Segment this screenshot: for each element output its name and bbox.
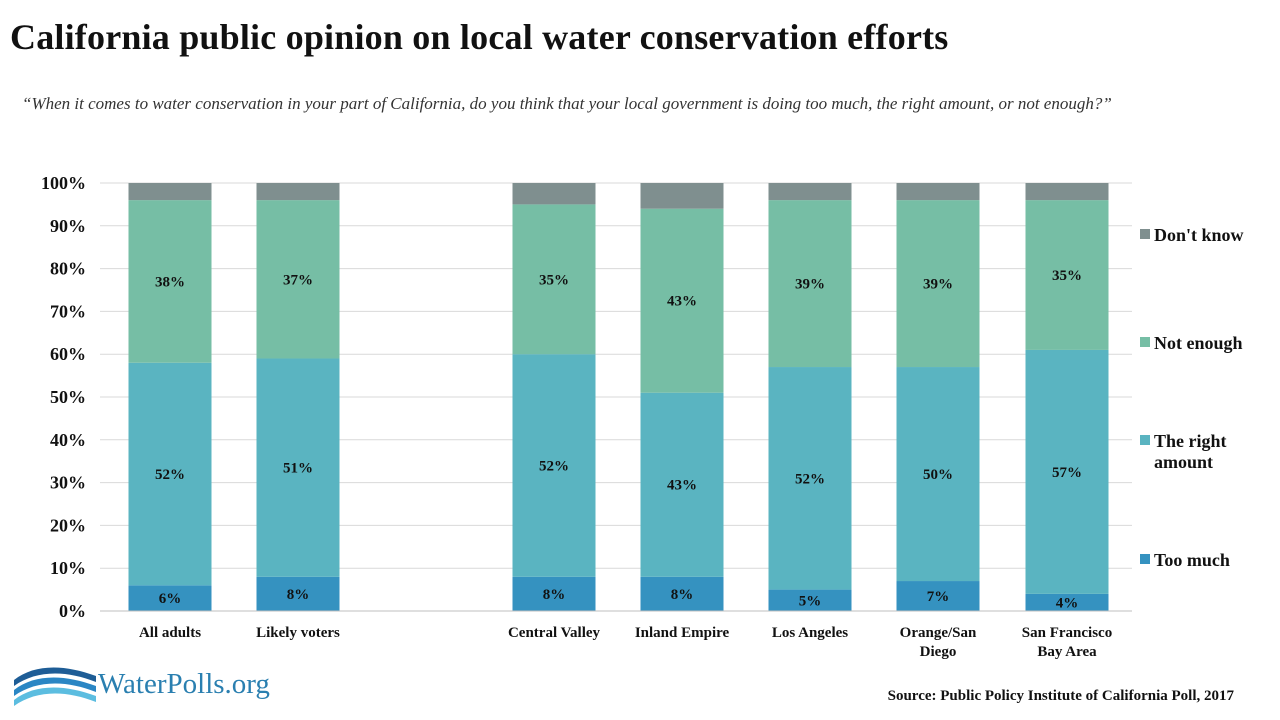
y-tick-label: 70% <box>50 301 86 321</box>
bar-segment <box>256 183 340 201</box>
legend-label: amount <box>1154 452 1213 472</box>
legend-swatch <box>1140 229 1150 239</box>
bar-segment <box>896 200 980 368</box>
x-tick-label: All adults <box>139 625 201 641</box>
data-label: 35% <box>539 272 569 288</box>
legend-swatch <box>1140 554 1150 564</box>
chart-subtitle: “When it comes to water conservation in … <box>22 94 1112 113</box>
data-label: 7% <box>927 589 950 605</box>
logo-text: WaterPolls.org <box>98 668 270 700</box>
legend-swatch <box>1140 337 1150 347</box>
bar-segment <box>512 354 596 577</box>
data-label: 52% <box>795 471 825 487</box>
y-tick-label: 20% <box>50 515 86 535</box>
bar-segment <box>1025 183 1109 201</box>
data-label: 50% <box>923 467 953 483</box>
legend-label: The right <box>1154 431 1227 451</box>
legend-label: Too much <box>1154 550 1230 570</box>
legend-label: Not enough <box>1154 333 1243 353</box>
legend-label: Don't know <box>1154 225 1244 245</box>
x-tick-label: Bay Area <box>1037 644 1097 660</box>
bar-segment <box>256 576 340 611</box>
bar-segment <box>128 362 212 586</box>
data-label: 8% <box>287 587 310 603</box>
data-label: 8% <box>671 587 694 603</box>
bar-segment <box>128 183 212 201</box>
bar-segment <box>512 183 596 205</box>
x-tick-label: Diego <box>920 644 957 660</box>
legend-swatch <box>1140 435 1150 445</box>
data-label: 57% <box>1052 465 1082 481</box>
x-tick-label: Inland Empire <box>635 625 730 641</box>
bar-segment <box>256 358 340 577</box>
data-label: 43% <box>667 294 697 310</box>
data-label: 37% <box>283 272 313 288</box>
bar-segment <box>896 367 980 582</box>
y-tick-label: 90% <box>50 216 86 236</box>
y-tick-label: 50% <box>50 387 86 407</box>
x-tick-label: San Francisco <box>1022 625 1112 641</box>
data-label: 8% <box>543 587 566 603</box>
x-tick-label: Orange/San <box>900 625 977 641</box>
data-label: 51% <box>283 461 313 477</box>
data-label: 52% <box>539 458 569 474</box>
data-label: 38% <box>155 274 185 290</box>
bar-segment <box>640 392 724 577</box>
bar-segment <box>768 200 852 368</box>
bar-segment <box>896 183 980 201</box>
bar-segment <box>896 581 980 611</box>
bar-segment <box>1025 349 1109 594</box>
bar-segment <box>768 589 852 611</box>
bar-segment <box>1025 593 1109 611</box>
bar-segment <box>512 576 596 611</box>
bar-segment <box>640 208 724 393</box>
source-note: Source: Public Policy Institute of Calif… <box>887 688 1234 704</box>
y-tick-label: 80% <box>50 259 86 279</box>
waterpolls-logo-icon <box>14 667 96 706</box>
data-label: 35% <box>1052 268 1082 284</box>
bar-segment <box>512 204 596 355</box>
x-tick-label: Central Valley <box>508 625 601 641</box>
data-label: 43% <box>667 478 697 494</box>
data-label: 39% <box>795 277 825 293</box>
y-tick-label: 30% <box>50 473 86 493</box>
chart-title: California public opinion on local water… <box>10 17 949 57</box>
y-tick-label: 60% <box>50 344 86 364</box>
y-tick-label: 100% <box>41 173 86 193</box>
y-tick-label: 10% <box>50 558 86 578</box>
bar-segment <box>768 183 852 201</box>
data-label: 4% <box>1056 595 1079 611</box>
bar-segment <box>768 367 852 590</box>
y-tick-label: 0% <box>59 601 86 621</box>
bar-segment <box>640 183 724 209</box>
x-tick-label: Likely voters <box>256 625 340 641</box>
data-label: 39% <box>923 277 953 293</box>
x-tick-label: Los Angeles <box>772 625 848 641</box>
data-label: 52% <box>155 467 185 483</box>
bar-segment <box>128 585 212 611</box>
data-label: 5% <box>799 593 822 609</box>
bar-segment <box>128 200 212 363</box>
bar-segment <box>640 576 724 611</box>
bar-segment <box>256 200 340 359</box>
data-label: 6% <box>159 591 182 607</box>
y-tick-label: 40% <box>50 430 86 450</box>
bar-segment <box>1025 200 1109 350</box>
